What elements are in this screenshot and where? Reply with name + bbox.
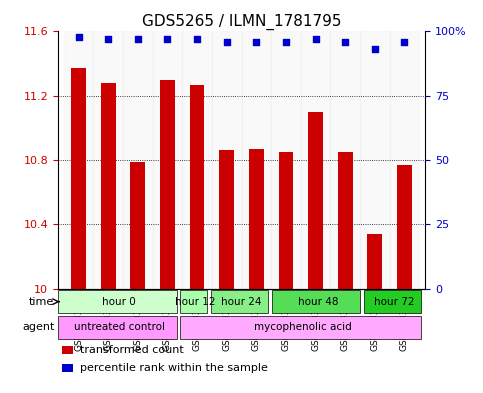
Point — [253, 39, 260, 45]
Text: percentile rank within the sample: percentile rank within the sample — [80, 364, 268, 373]
Point — [75, 33, 83, 40]
Bar — [397, 165, 412, 289]
Bar — [271, 31, 301, 289]
Bar — [249, 149, 264, 289]
Text: untreated control: untreated control — [73, 322, 165, 332]
FancyBboxPatch shape — [58, 290, 177, 313]
FancyBboxPatch shape — [364, 290, 421, 313]
Bar — [242, 31, 271, 289]
Point — [400, 39, 408, 45]
Point — [193, 36, 201, 42]
Bar — [190, 84, 204, 289]
Bar — [389, 31, 419, 289]
Text: time: time — [29, 297, 54, 307]
Point — [282, 39, 290, 45]
Bar — [160, 80, 175, 289]
Bar — [219, 151, 234, 289]
Point — [134, 36, 142, 42]
Bar — [338, 152, 353, 289]
Bar — [64, 31, 94, 289]
Point — [312, 36, 319, 42]
Point — [371, 46, 379, 53]
FancyBboxPatch shape — [180, 316, 421, 339]
Point — [104, 36, 112, 42]
Bar — [101, 83, 116, 289]
FancyBboxPatch shape — [58, 316, 177, 339]
FancyBboxPatch shape — [211, 290, 269, 313]
Title: GDS5265 / ILMN_1781795: GDS5265 / ILMN_1781795 — [142, 14, 341, 30]
Bar — [367, 234, 382, 289]
FancyBboxPatch shape — [272, 290, 360, 313]
Bar — [182, 31, 212, 289]
Bar — [130, 162, 145, 289]
Text: agent: agent — [22, 322, 54, 332]
Bar — [94, 31, 123, 289]
Bar — [123, 31, 153, 289]
Bar — [62, 364, 72, 372]
Bar — [301, 31, 330, 289]
Text: hour 24: hour 24 — [221, 297, 262, 307]
Text: hour 72: hour 72 — [374, 297, 415, 307]
Bar — [308, 112, 323, 289]
Bar — [330, 31, 360, 289]
Text: hour 48: hour 48 — [298, 297, 338, 307]
Text: transformed count: transformed count — [80, 345, 184, 355]
Point — [223, 39, 230, 45]
Bar — [153, 31, 182, 289]
Bar — [71, 68, 86, 289]
Text: hour 12: hour 12 — [175, 297, 216, 307]
Point — [341, 39, 349, 45]
Text: mycophenolic acid: mycophenolic acid — [254, 322, 352, 332]
Point — [164, 36, 171, 42]
Bar — [212, 31, 242, 289]
Bar — [62, 346, 72, 354]
Bar — [279, 152, 293, 289]
FancyBboxPatch shape — [180, 290, 207, 313]
Bar — [360, 31, 389, 289]
Text: hour 0: hour 0 — [102, 297, 136, 307]
